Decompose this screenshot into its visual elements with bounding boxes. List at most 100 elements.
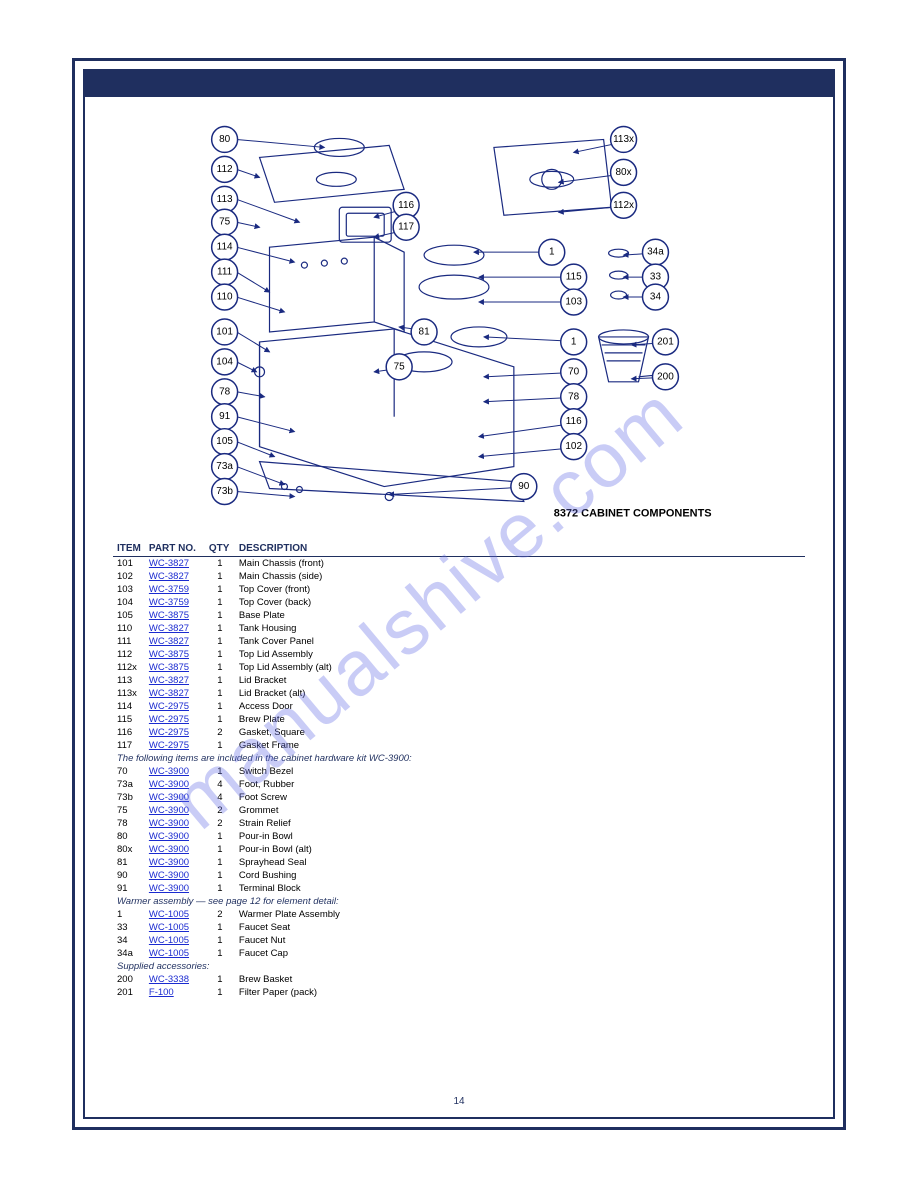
part-link[interactable]: WC-2975	[149, 727, 189, 738]
cell-qty: 1	[205, 843, 235, 856]
part-link[interactable]: WC-3759	[149, 597, 189, 608]
part-link[interactable]: WC-3827	[149, 558, 189, 569]
cell-part: WC-3875	[145, 648, 205, 661]
cell-desc: Brew Plate	[235, 713, 805, 726]
callout-label-200: 200	[657, 371, 674, 382]
table-row: 201F-1001Filter Paper (pack)	[113, 986, 805, 999]
callout-label-115: 115	[566, 272, 582, 283]
part-link[interactable]: WC-3900	[149, 857, 189, 868]
table-row: 112xWC-38751Top Lid Assembly (alt)	[113, 661, 805, 674]
callout-label-112: 112	[217, 164, 233, 175]
diagram-svg: 8011211375114111110101104789110573a73b11…	[85, 97, 833, 527]
part-link[interactable]: WC-3827	[149, 636, 189, 647]
part-link[interactable]: WC-3827	[149, 675, 189, 686]
table-row: 34aWC-10051Faucet Cap	[113, 947, 805, 960]
table-header-row: ITEM PART NO. QTY DESCRIPTION	[113, 541, 805, 557]
cell-desc: Lid Bracket	[235, 674, 805, 687]
table-row: 112WC-38751Top Lid Assembly	[113, 648, 805, 661]
cell-qty: 1	[205, 869, 235, 882]
callout-label-80x: 80x	[616, 167, 632, 178]
callout-label-73a: 73a	[216, 461, 233, 472]
callout-label-112x: 112x	[613, 200, 634, 211]
cell-qty: 1	[205, 557, 235, 571]
cell-desc: Grommet	[235, 804, 805, 817]
part-link[interactable]: WC-3900	[149, 779, 189, 790]
part-link[interactable]: WC-3875	[149, 662, 189, 673]
cell-qty: 2	[205, 908, 235, 921]
table-row: 110WC-38271Tank Housing	[113, 622, 805, 635]
cell-desc: Filter Paper (pack)	[235, 986, 805, 999]
part-link[interactable]: WC-3338	[149, 974, 189, 985]
col-part: PART NO.	[145, 541, 205, 557]
cell-desc: Brew Basket	[235, 973, 805, 986]
cell-qty: 2	[205, 726, 235, 739]
cell-part: WC-3827	[145, 622, 205, 635]
part-link[interactable]: WC-1005	[149, 948, 189, 959]
part-link[interactable]: WC-1005	[149, 909, 189, 920]
table-row: 117WC-29751Gasket Frame	[113, 739, 805, 752]
cell-qty: 1	[205, 921, 235, 934]
part-link[interactable]: WC-3900	[149, 831, 189, 842]
table-row: 115WC-29751Brew Plate	[113, 713, 805, 726]
table-row: 81WC-39001Sprayhead Seal	[113, 856, 805, 869]
cell-desc: Lid Bracket (alt)	[235, 687, 805, 700]
part-link[interactable]: WC-3900	[149, 844, 189, 855]
part-link[interactable]: WC-3900	[149, 766, 189, 777]
cell-qty: 1	[205, 986, 235, 999]
exploded-diagram: 8011211375114111110101104789110573a73b11…	[85, 97, 833, 527]
cell-item: 90	[113, 869, 145, 882]
cell-desc: Top Lid Assembly	[235, 648, 805, 661]
callout-label-116: 116	[566, 416, 582, 427]
part-link[interactable]: WC-1005	[149, 922, 189, 933]
part-link[interactable]: WC-1005	[149, 935, 189, 946]
col-qty: QTY	[205, 541, 235, 557]
cell-qty: 4	[205, 778, 235, 791]
table-row: 80x WC-3900 1Pour-in Bowl (alt)	[113, 843, 805, 856]
part-link[interactable]: WC-3827	[149, 688, 189, 699]
cell-item: 112	[113, 648, 145, 661]
part-link[interactable]: WC-3900	[149, 818, 189, 829]
cell-item: 91	[113, 882, 145, 895]
cell-item: 78	[113, 817, 145, 830]
part-link[interactable]: WC-3900	[149, 883, 189, 894]
part-link[interactable]: WC-3759	[149, 584, 189, 595]
part-link[interactable]: WC-2975	[149, 740, 189, 751]
cell-part: WC-3900	[145, 856, 205, 869]
part-link[interactable]: F-100	[149, 987, 174, 998]
header-bar	[85, 71, 833, 97]
cell-item: 104	[113, 596, 145, 609]
cell-desc: Faucet Nut	[235, 934, 805, 947]
cell-desc: Sprayhead Seal	[235, 856, 805, 869]
cell-item: 75	[113, 804, 145, 817]
part-link[interactable]: WC-3900	[149, 805, 189, 816]
cell-desc: Pour-in Bowl (alt)	[235, 843, 805, 856]
part-link[interactable]: WC-3875	[149, 610, 189, 621]
callout-label-110: 110	[217, 292, 233, 303]
table-row: 105WC-38751Base Plate	[113, 609, 805, 622]
section-note: Supplied accessories:	[113, 960, 805, 973]
parts-table: ITEM PART NO. QTY DESCRIPTION 101WC-3827…	[113, 541, 805, 999]
part-link[interactable]: WC-2975	[149, 714, 189, 725]
part-link[interactable]: WC-3900	[149, 792, 189, 803]
part-link[interactable]: WC-3827	[149, 623, 189, 634]
cell-part: WC-1005	[145, 921, 205, 934]
part-link[interactable]: WC-3875	[149, 649, 189, 660]
section-note: The following items are included in the …	[113, 752, 805, 765]
callout-label-101: 101	[216, 326, 233, 337]
cell-part: WC-3759	[145, 583, 205, 596]
table-row: 116WC-29752Gasket, Square	[113, 726, 805, 739]
cell-qty: 1	[205, 973, 235, 986]
cell-qty: 1	[205, 882, 235, 895]
part-link[interactable]: WC-3900	[149, 870, 189, 881]
cell-item: 81	[113, 856, 145, 869]
cell-part: WC-3875	[145, 661, 205, 674]
part-link[interactable]: WC-3827	[149, 571, 189, 582]
cell-item: 80x	[113, 843, 145, 856]
cell-desc: Tank Cover Panel	[235, 635, 805, 648]
part-link[interactable]: WC-2975	[149, 701, 189, 712]
cell-part: WC-3900	[145, 882, 205, 895]
col-item: ITEM	[113, 541, 145, 557]
callout-label-75: 75	[219, 217, 231, 228]
cell-qty: 1	[205, 635, 235, 648]
table-row: 80WC-39001Pour-in Bowl	[113, 830, 805, 843]
